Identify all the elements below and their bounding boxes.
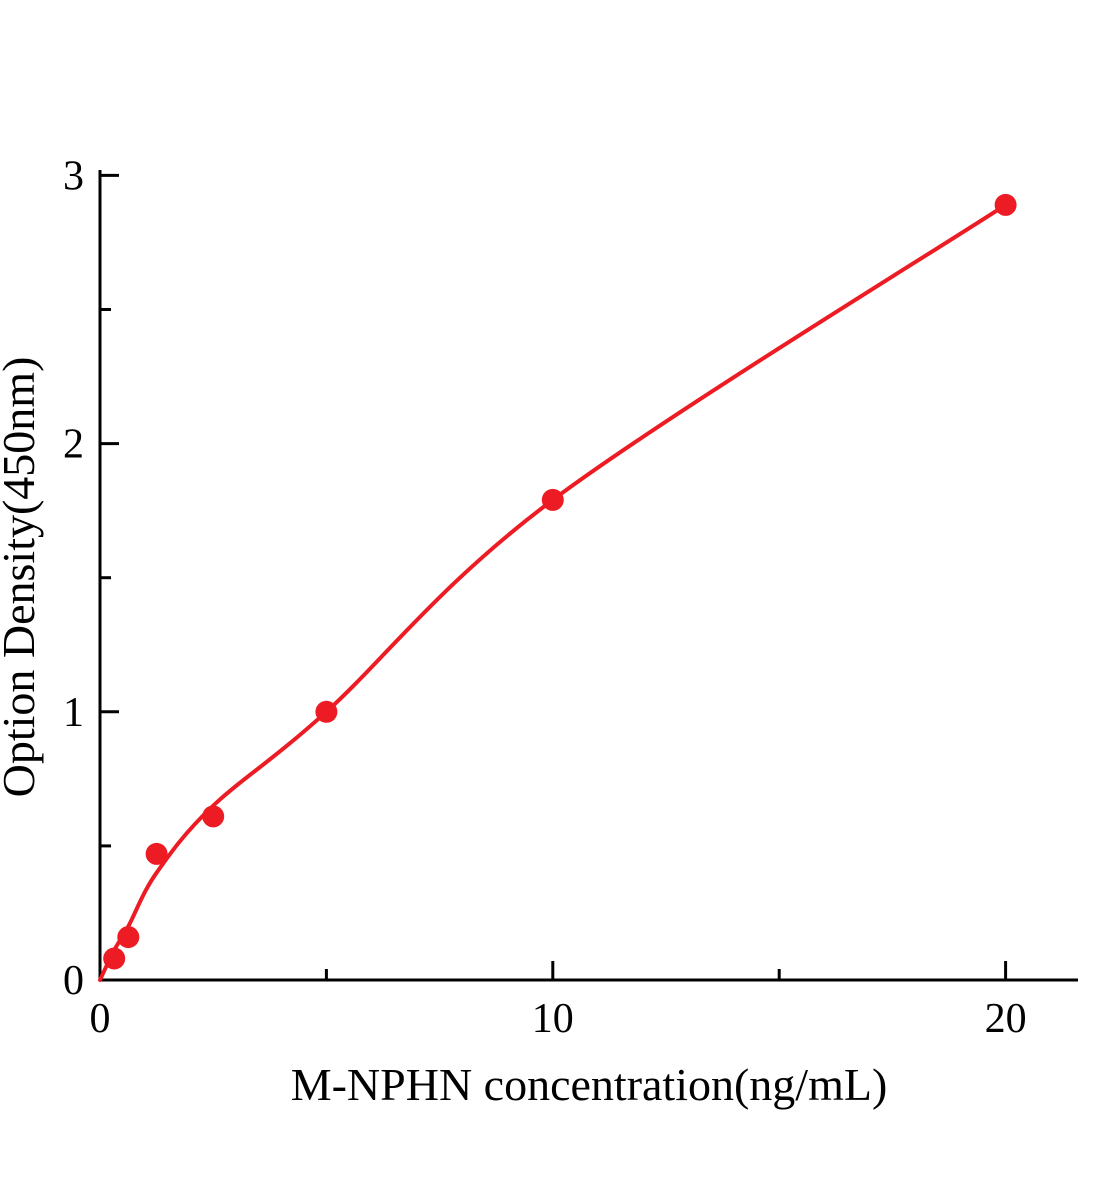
data-point	[315, 700, 338, 723]
x-axis-title: M-NPHN concentration(ng/mL)	[291, 1059, 888, 1110]
data-point	[994, 193, 1017, 216]
y-axis-title: Option Density(450nm)	[0, 357, 44, 798]
data-point	[117, 926, 140, 949]
chart-layer: 0 10 20 0 1 2 3	[63, 153, 1078, 1042]
svg-text:0: 0	[90, 996, 111, 1042]
fit-curve	[98, 202, 1008, 982]
x-axis-ticks: 0 10 20	[90, 961, 1027, 1042]
data-points	[103, 193, 1017, 970]
svg-text:2: 2	[63, 422, 84, 468]
axis-lines	[98, 170, 1078, 982]
svg-text:3: 3	[63, 153, 84, 199]
data-point	[541, 488, 564, 511]
data-point	[103, 947, 126, 970]
y-axis-ticks: 0 1 2 3	[63, 153, 119, 1004]
svg-text:20: 20	[985, 996, 1027, 1042]
svg-text:0: 0	[63, 958, 84, 1004]
svg-text:1: 1	[63, 690, 84, 736]
data-point	[202, 805, 225, 828]
data-point	[145, 842, 168, 865]
svg-text:10: 10	[532, 996, 574, 1042]
